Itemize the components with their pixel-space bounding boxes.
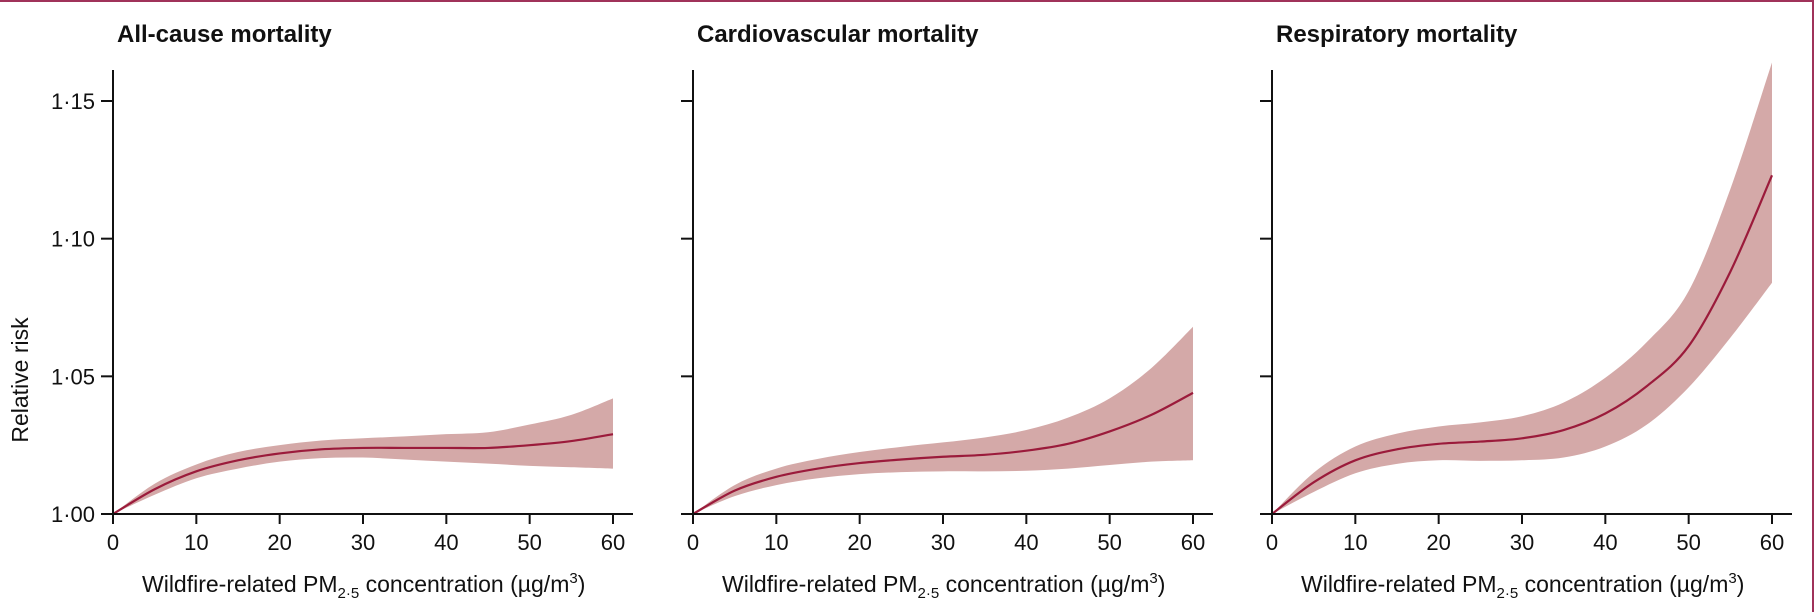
panel-2-x-axis-label: Wildfire-related PM2·5 concentration (µg… — [1301, 570, 1744, 602]
panel-2-ci-band — [1272, 62, 1772, 514]
panel-1-x-tick-label: 0 — [687, 530, 699, 555]
panel-0-x-tick-label: 40 — [434, 530, 458, 555]
panel-0-y-tick-label: 1·00 — [51, 502, 95, 527]
panel-1-series-line — [692, 391, 1194, 515]
panel-2-x-tick-label: 20 — [1426, 530, 1450, 555]
y-axis-label: Relative risk — [7, 317, 33, 443]
panel-0-x-tick-label: 30 — [351, 530, 375, 555]
panel-0-y-tick-label: 1·10 — [51, 227, 95, 252]
panel-1-ci-band — [693, 326, 1193, 514]
panel-0-x-tick-label: 60 — [601, 530, 625, 555]
panel-1-x-tick-label: 40 — [1014, 530, 1038, 555]
panel-1-x-axis-label: Wildfire-related PM2·5 concentration (µg… — [722, 570, 1165, 602]
panel-1-x-tick-label: 10 — [764, 530, 788, 555]
panel-2-series-line — [1271, 174, 1774, 515]
panel-1-x-tick-label: 20 — [847, 530, 871, 555]
panel-0-x-tick-label: 50 — [517, 530, 541, 555]
panel-0-x-axis-label: Wildfire-related PM2·5 concentration (µg… — [142, 570, 585, 602]
panel-0-x-tick-label: 10 — [184, 530, 208, 555]
panel-2-title: Respiratory mortality — [1276, 21, 1518, 48]
panel-1-x-tick-label: 50 — [1097, 530, 1121, 555]
panel-0-x-tick-label: 0 — [107, 530, 119, 555]
panel-1-title: Cardiovascular mortality — [697, 21, 979, 48]
panel-2-x-tick-label: 60 — [1760, 530, 1784, 555]
panel-2-x-tick-label: 50 — [1676, 530, 1700, 555]
panel-0-y-tick-label: 1·15 — [51, 89, 95, 114]
panel-2-x-tick-label: 40 — [1593, 530, 1617, 555]
panel-0-title: All-cause mortality — [117, 21, 332, 48]
panel-0-x-tick-label: 20 — [267, 530, 291, 555]
panel-2-x-tick-label: 0 — [1266, 530, 1278, 555]
panel-1-x-tick-label: 30 — [931, 530, 955, 555]
panel-0-ci-band — [113, 398, 613, 514]
panel-1-x-tick-label: 60 — [1181, 530, 1205, 555]
panel-2-x-tick-label: 30 — [1510, 530, 1534, 555]
panel-0-series-line — [112, 433, 614, 515]
panel-2-x-tick-label: 10 — [1343, 530, 1367, 555]
panel-0-y-tick-label: 1·05 — [51, 364, 95, 389]
